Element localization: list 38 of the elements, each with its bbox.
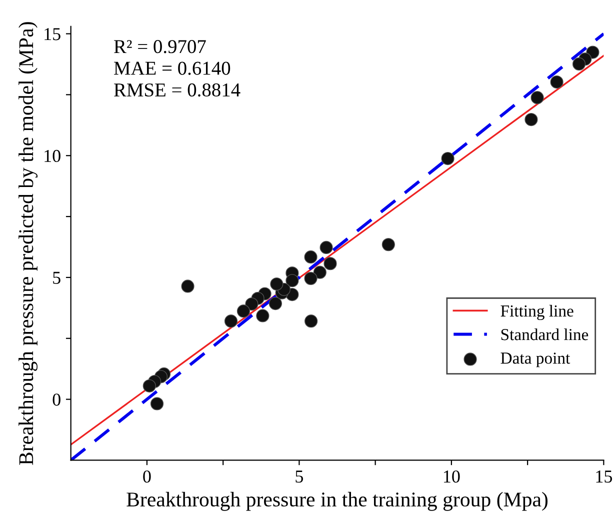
y-tick-label: 15 xyxy=(44,28,60,40)
point xyxy=(142,379,156,392)
annotation: RMSE = 0.8814 xyxy=(114,83,240,97)
annotation: MAE = 0.6140 xyxy=(114,62,230,75)
x-axis-title: Breakthrough pressure in the training group (Mpa) xyxy=(126,492,548,511)
point xyxy=(256,309,270,322)
point xyxy=(236,304,250,318)
point xyxy=(572,57,586,71)
y-tick-label: 5 xyxy=(53,272,60,284)
x-tick-label: 15 xyxy=(596,470,612,483)
point xyxy=(320,240,333,254)
y-axis-title: Breakthrough pressure predicted by the model (MPa) xyxy=(18,22,38,465)
x-tick-label: 0 xyxy=(143,470,151,483)
point xyxy=(550,75,564,89)
y-tick-label: 10 xyxy=(44,150,60,162)
point xyxy=(245,297,258,311)
point xyxy=(150,397,164,410)
point xyxy=(304,314,318,328)
y-tick-label: 0 xyxy=(52,394,60,406)
point xyxy=(304,250,318,264)
point xyxy=(324,257,337,270)
point xyxy=(268,296,282,310)
point xyxy=(530,91,544,104)
legend-label: Data point xyxy=(500,352,570,368)
legend-label: Fitting line xyxy=(500,304,574,320)
x-tick-label: 10 xyxy=(444,470,460,483)
point xyxy=(382,238,395,252)
point xyxy=(224,314,238,328)
point xyxy=(313,266,326,279)
point xyxy=(304,272,318,285)
legend-label: Standard line xyxy=(501,328,588,340)
x-tick-label: 5 xyxy=(296,470,304,483)
point xyxy=(181,280,194,293)
annotation: R² = 0.9707 xyxy=(114,40,206,54)
point xyxy=(524,112,538,126)
point xyxy=(270,277,284,291)
point xyxy=(286,274,299,288)
point xyxy=(441,152,454,166)
